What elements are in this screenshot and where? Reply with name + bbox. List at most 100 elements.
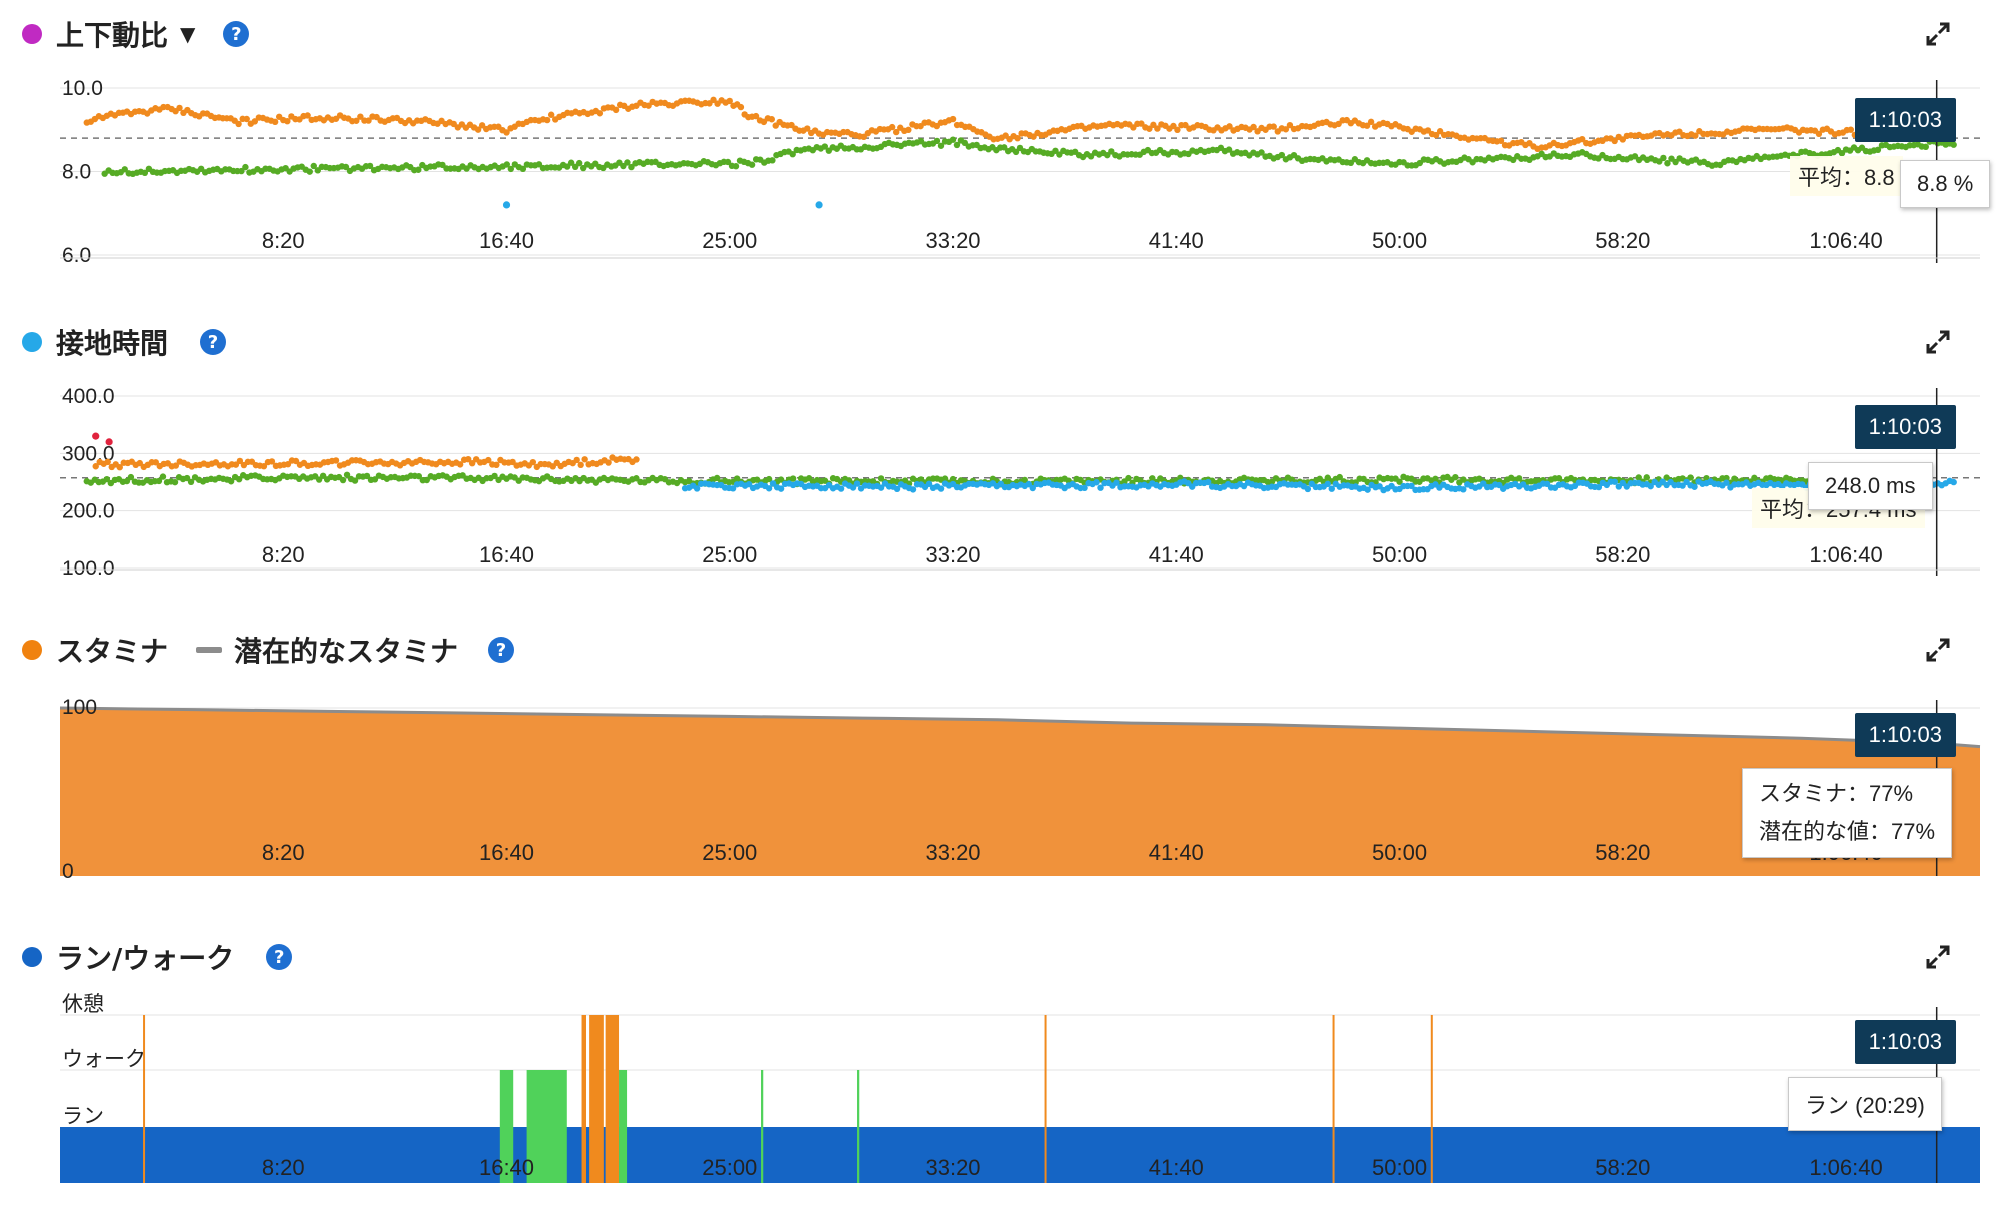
- time-badge: 1:10:03: [1854, 98, 1956, 142]
- panel-title[interactable]: 接地時間: [56, 327, 169, 360]
- blue-point: [849, 484, 857, 491]
- green-point: [1125, 474, 1132, 482]
- panel-title[interactable]: スタミナ: [56, 635, 169, 668]
- green-point: [535, 161, 543, 168]
- green-point: [1660, 154, 1667, 162]
- expand-icon[interactable]: [1924, 636, 1952, 664]
- green-point: [628, 163, 635, 171]
- orange-point: [1250, 123, 1257, 131]
- help-icon[interactable]: ?: [200, 329, 227, 355]
- blue-point: [693, 485, 701, 492]
- x-tick-label: 8:20: [262, 542, 305, 567]
- panel-vertical-ratio: 上下動比 ▼ ? 10.0 8.0 6.0 8:20 16:40 25:00 33:20 41…: [0, 0, 2012, 290]
- time-badge: 1:10:03: [1854, 405, 1956, 449]
- green-point: [575, 159, 583, 167]
- legend-potential-stamina[interactable]: 潜在的なスタミナ: [234, 635, 459, 668]
- x-tick-label: 33:20: [925, 228, 980, 253]
- x-tick-label: 16:40: [479, 1155, 534, 1180]
- segment-walk: [499, 1070, 514, 1183]
- orange-point: [503, 129, 510, 136]
- orange-point: [1815, 130, 1823, 138]
- blue-point: [1364, 486, 1371, 493]
- x-tick-label: 33:20: [925, 542, 980, 567]
- green-point: [310, 162, 317, 170]
- stamina-chart[interactable]: 100 0 8:20 16:40 25:00 33:20 41:40 50:00 58:20 1:…: [0, 608, 2012, 898]
- green-point: [563, 163, 571, 170]
- y-tick-label: 100.0: [62, 557, 115, 580]
- orange-point: [581, 456, 588, 463]
- potential-stamina-line: [59, 706, 1981, 749]
- green-point: [187, 478, 195, 486]
- blue-point: [502, 201, 511, 209]
- green-point: [242, 163, 249, 171]
- green-point: [1874, 146, 1882, 154]
- orange-point: [236, 457, 244, 465]
- orange-point: [1170, 122, 1177, 130]
- segment-rest: [1430, 1015, 1433, 1183]
- green-point: [1635, 474, 1642, 481]
- orange-point: [577, 461, 584, 469]
- green-point: [342, 163, 350, 171]
- blue-point: [937, 485, 945, 492]
- orange-point: [547, 111, 555, 118]
- expand-icon[interactable]: [1924, 20, 1952, 48]
- panel-stamina: スタミナ 潜在的なスタミナ ? 100 0 8:20 16:40 25:00 33:20 4…: [0, 608, 2012, 898]
- green-point: [235, 475, 243, 483]
- green-point: [503, 161, 510, 168]
- segment-rest: [143, 1015, 146, 1183]
- orange-point: [353, 117, 360, 124]
- green-point: [1452, 473, 1459, 481]
- green-point: [1664, 160, 1671, 167]
- green-point: [949, 475, 957, 483]
- orange-point: [152, 459, 159, 466]
- y-tick-label: 休憩: [62, 993, 104, 1016]
- expand-icon[interactable]: [1924, 328, 1952, 356]
- series-dot: [22, 24, 42, 44]
- legend-dash-icon: [196, 647, 223, 653]
- green-point: [633, 475, 640, 482]
- panel-title[interactable]: ラン/ウォーク: [56, 942, 235, 975]
- series-dot: [22, 640, 42, 660]
- x-tick-label: 58:20: [1595, 1155, 1650, 1180]
- dropdown-caret-icon[interactable]: ▼: [180, 22, 196, 46]
- x-tick-label: 25:00: [702, 840, 757, 865]
- orange-point: [726, 97, 733, 105]
- y-tick-label: ラン: [62, 1105, 104, 1128]
- blue-point: [1460, 486, 1467, 493]
- x-tick-label: 58:20: [1595, 840, 1650, 865]
- x-tick-label: 16:40: [479, 840, 534, 865]
- green-point: [1108, 148, 1115, 155]
- green-point: [1396, 478, 1403, 485]
- help-icon[interactable]: ?: [488, 637, 515, 663]
- segment-rest: [1044, 1015, 1047, 1183]
- blue-point: [1113, 479, 1120, 486]
- help-icon[interactable]: ?: [266, 944, 293, 970]
- green-point: [713, 474, 721, 482]
- vertical-ratio-chart[interactable]: 10.0 8.0 6.0 8:20 16:40 25:00 33:20 41:40 50:00 5…: [0, 0, 2012, 290]
- orange-point: [1014, 135, 1021, 142]
- x-tick-label: 50:00: [1372, 840, 1427, 865]
- panel-title[interactable]: 上下動比: [56, 19, 169, 52]
- green-point: [937, 142, 945, 149]
- help-icon[interactable]: ?: [223, 21, 250, 47]
- green-point: [183, 474, 191, 482]
- x-tick-label: 58:20: [1595, 542, 1650, 567]
- green-point: [624, 159, 631, 166]
- panel-ground-contact-time: 接地時間 ? 400.0 300.0 200.0 100.0 8:20 16:40 25:0…: [0, 300, 2012, 590]
- green-point: [155, 477, 163, 485]
- orange-point: [478, 122, 486, 129]
- blue-point: [1723, 479, 1730, 486]
- expand-icon[interactable]: [1924, 943, 1952, 971]
- orange-point: [271, 118, 279, 126]
- orange-point: [456, 461, 464, 468]
- green-point: [1258, 149, 1265, 156]
- blue-point: [815, 201, 823, 209]
- blue-point: [1324, 480, 1331, 488]
- x-tick-label: 50:00: [1372, 542, 1427, 567]
- x-tick-label: 8:20: [262, 228, 305, 253]
- blue-point: [1025, 480, 1032, 488]
- orange-point: [1432, 131, 1440, 139]
- orange-point: [365, 117, 372, 124]
